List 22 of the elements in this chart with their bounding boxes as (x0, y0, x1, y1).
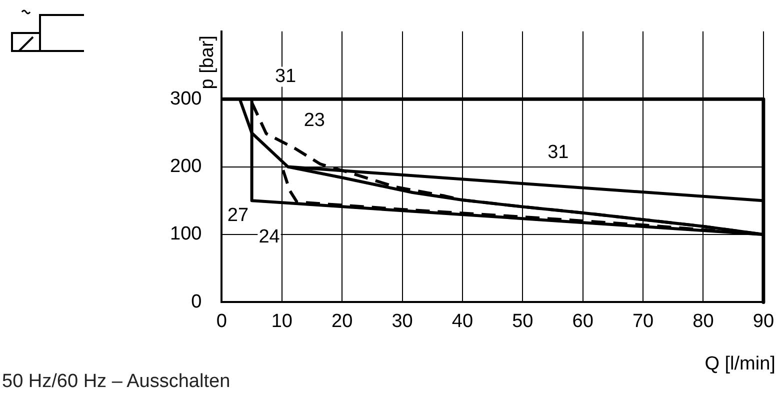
annotation: 23 (304, 110, 325, 131)
y-tick-label: 100 (170, 224, 202, 245)
x-tick-label: 60 (572, 310, 594, 332)
x-tick-label: 50 (512, 310, 534, 332)
x-tick-label: 80 (692, 310, 714, 332)
x-tick-label: 20 (332, 310, 353, 332)
y-tick-label: 200 (170, 156, 202, 178)
annotation: 31 (274, 66, 296, 87)
x-tick-label: 90 (752, 310, 774, 332)
y-axis-title: p [bar] (196, 35, 218, 90)
x-axis-title: Q [l/min] (704, 353, 776, 374)
x-tick-label: 30 (392, 310, 413, 332)
annotation: 27 (227, 204, 249, 226)
annotation: 31 (548, 142, 569, 163)
text: 50 Hz/60 Hz – Ausschalten (2, 371, 230, 393)
y-tick-label: 0 (191, 291, 202, 312)
x-tick-label: 10 (271, 310, 292, 332)
x-tick-label: 70 (632, 310, 654, 332)
x-tick-label: 0 (216, 310, 227, 332)
x-tick-label: 40 (452, 310, 474, 332)
y-tick-label: 300 (170, 88, 202, 110)
annotation: 24 (258, 226, 280, 248)
